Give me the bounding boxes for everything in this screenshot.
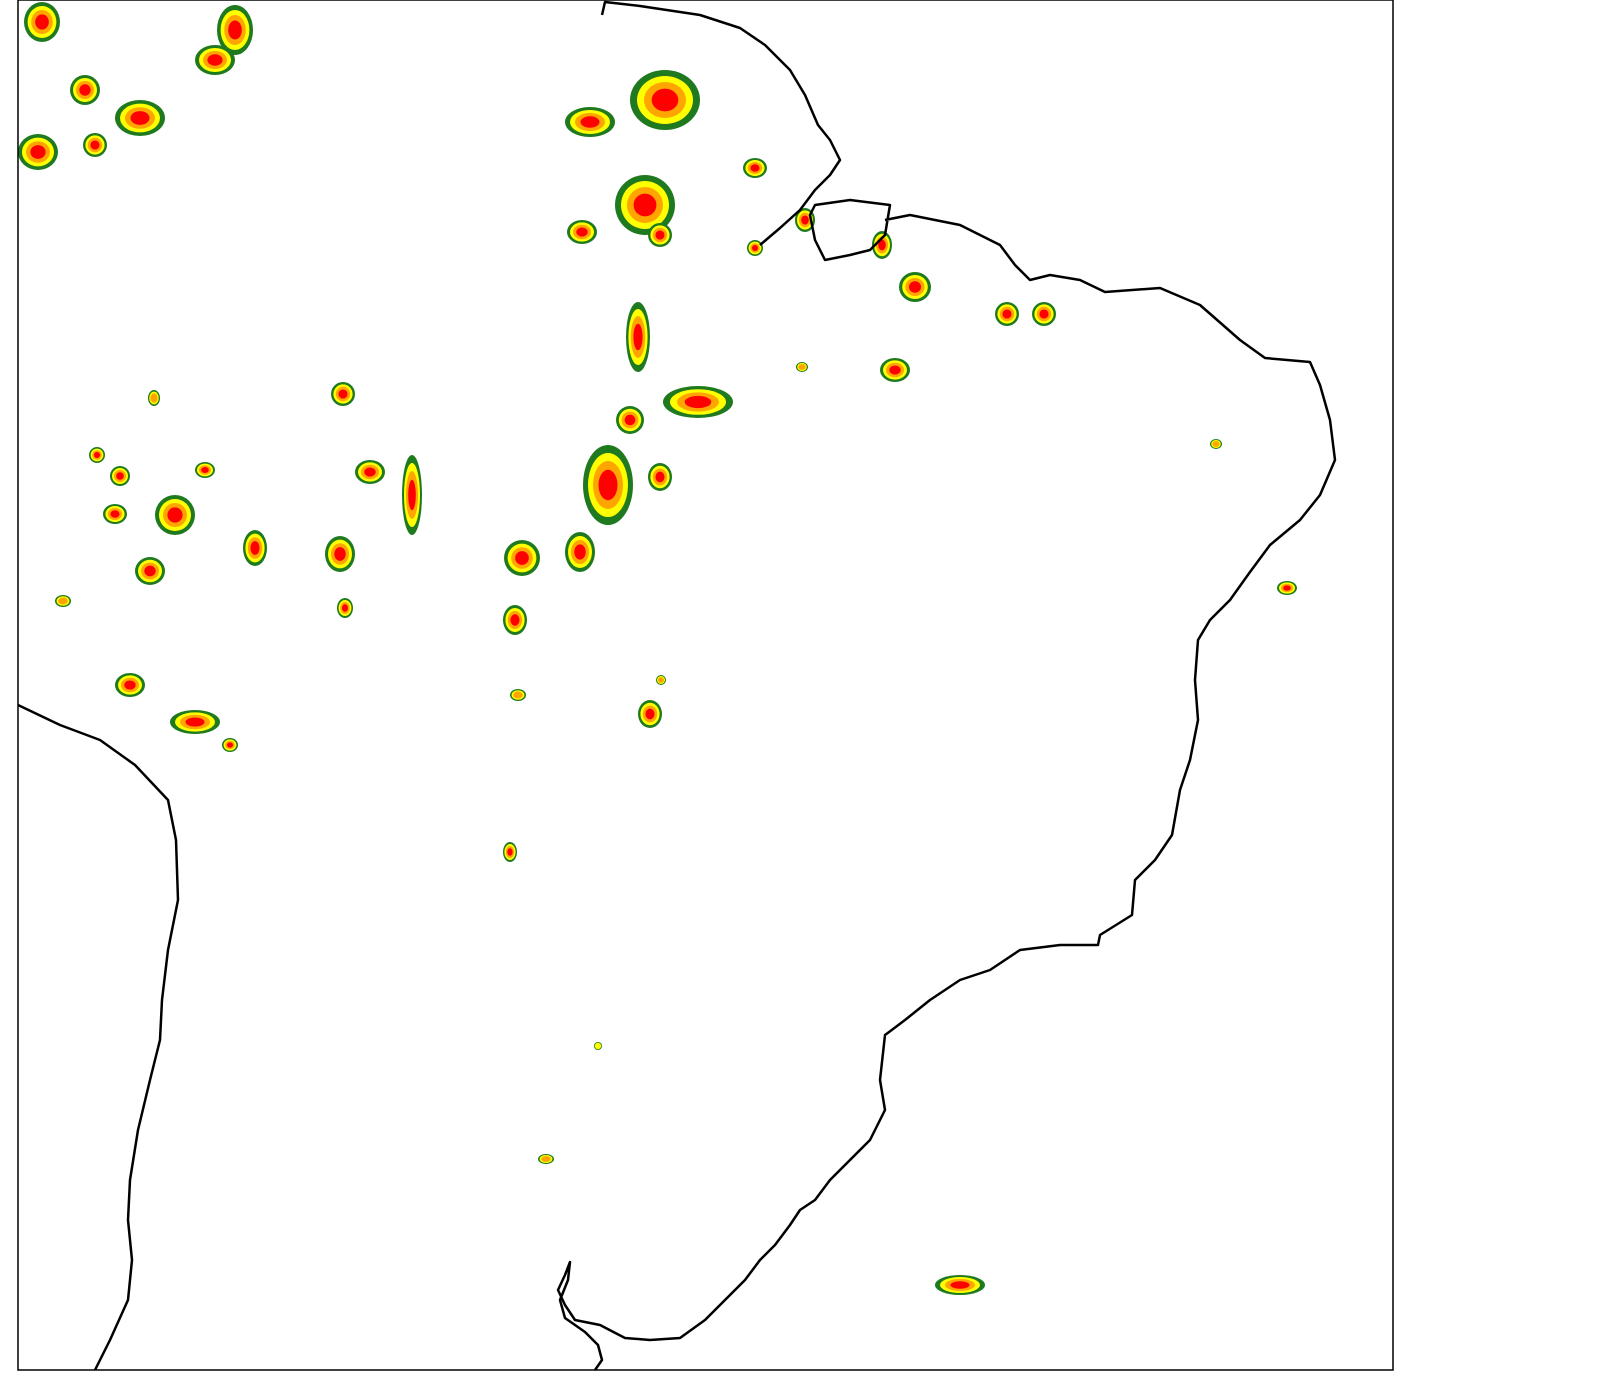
precipitation-cell	[651, 88, 679, 112]
precipitation-cell	[116, 472, 124, 480]
map-frame	[17, 0, 1394, 1371]
precipitation-cell	[130, 111, 150, 125]
precipitation-cell	[364, 467, 376, 477]
precipitation-cell	[576, 227, 588, 237]
precipitation-cell	[655, 471, 665, 483]
precipitation-cell	[226, 742, 234, 748]
precipitation-cell	[580, 116, 600, 128]
precipitation-cell	[1212, 441, 1220, 447]
precipitation-cell	[1002, 309, 1012, 319]
precipitation-cell	[110, 510, 120, 518]
precipitation-cell	[645, 708, 655, 720]
precipitation-cell	[684, 395, 712, 409]
precipitation-cell	[79, 84, 91, 96]
precipitation-cell	[124, 680, 136, 690]
precipitation-cell	[35, 14, 49, 30]
precipitation-cell	[167, 507, 183, 523]
precipitation-cell	[878, 239, 886, 251]
precipitation-cell	[334, 547, 346, 561]
precipitation-cell	[201, 466, 209, 474]
precipitation-cell	[594, 1042, 602, 1050]
precipitation-cell	[30, 145, 46, 159]
precipitation-cells	[18, 2, 1297, 1295]
precipitation-cell	[144, 565, 156, 577]
precipitation-cell	[408, 479, 416, 511]
precipitation-cell	[1039, 309, 1049, 319]
precipitation-cell	[185, 717, 205, 727]
east-coastline	[556, 0, 1337, 1371]
precipitation-cell	[58, 597, 68, 605]
precipitation-cell	[93, 451, 101, 459]
precipitation-cell	[655, 230, 665, 240]
precipitation-cell	[574, 544, 586, 560]
precipitation-cell	[633, 323, 643, 351]
precipitation-cell	[751, 244, 759, 252]
precipitation-cell	[598, 469, 618, 501]
precipitation-cell	[207, 54, 223, 66]
precipitation-cell	[624, 414, 636, 426]
precipitation-cell	[228, 20, 242, 40]
precipitation-cell	[513, 691, 523, 699]
precipitation-cell	[250, 541, 260, 555]
precipitation-cell	[510, 614, 520, 626]
precipitation-cell	[341, 604, 349, 612]
precipitation-cell	[1283, 585, 1291, 591]
precipitation-cell	[541, 1156, 551, 1162]
precipitation-cell	[338, 389, 348, 399]
precipitation-cell	[889, 365, 901, 375]
precipitation-cell	[150, 393, 158, 403]
precipitation-cell	[798, 364, 806, 370]
west-coastline	[17, 703, 180, 1371]
precipitation-cell	[950, 1281, 970, 1289]
precipitation-cell	[750, 164, 760, 172]
precipitation-cell	[507, 848, 513, 856]
precipitation-cell	[801, 215, 809, 225]
precipitation-cell	[90, 140, 100, 150]
precipitation-cell	[633, 193, 657, 217]
precipitation-cell	[908, 281, 922, 293]
precipitation-cell	[658, 677, 664, 683]
precipitation-cell	[515, 551, 529, 565]
